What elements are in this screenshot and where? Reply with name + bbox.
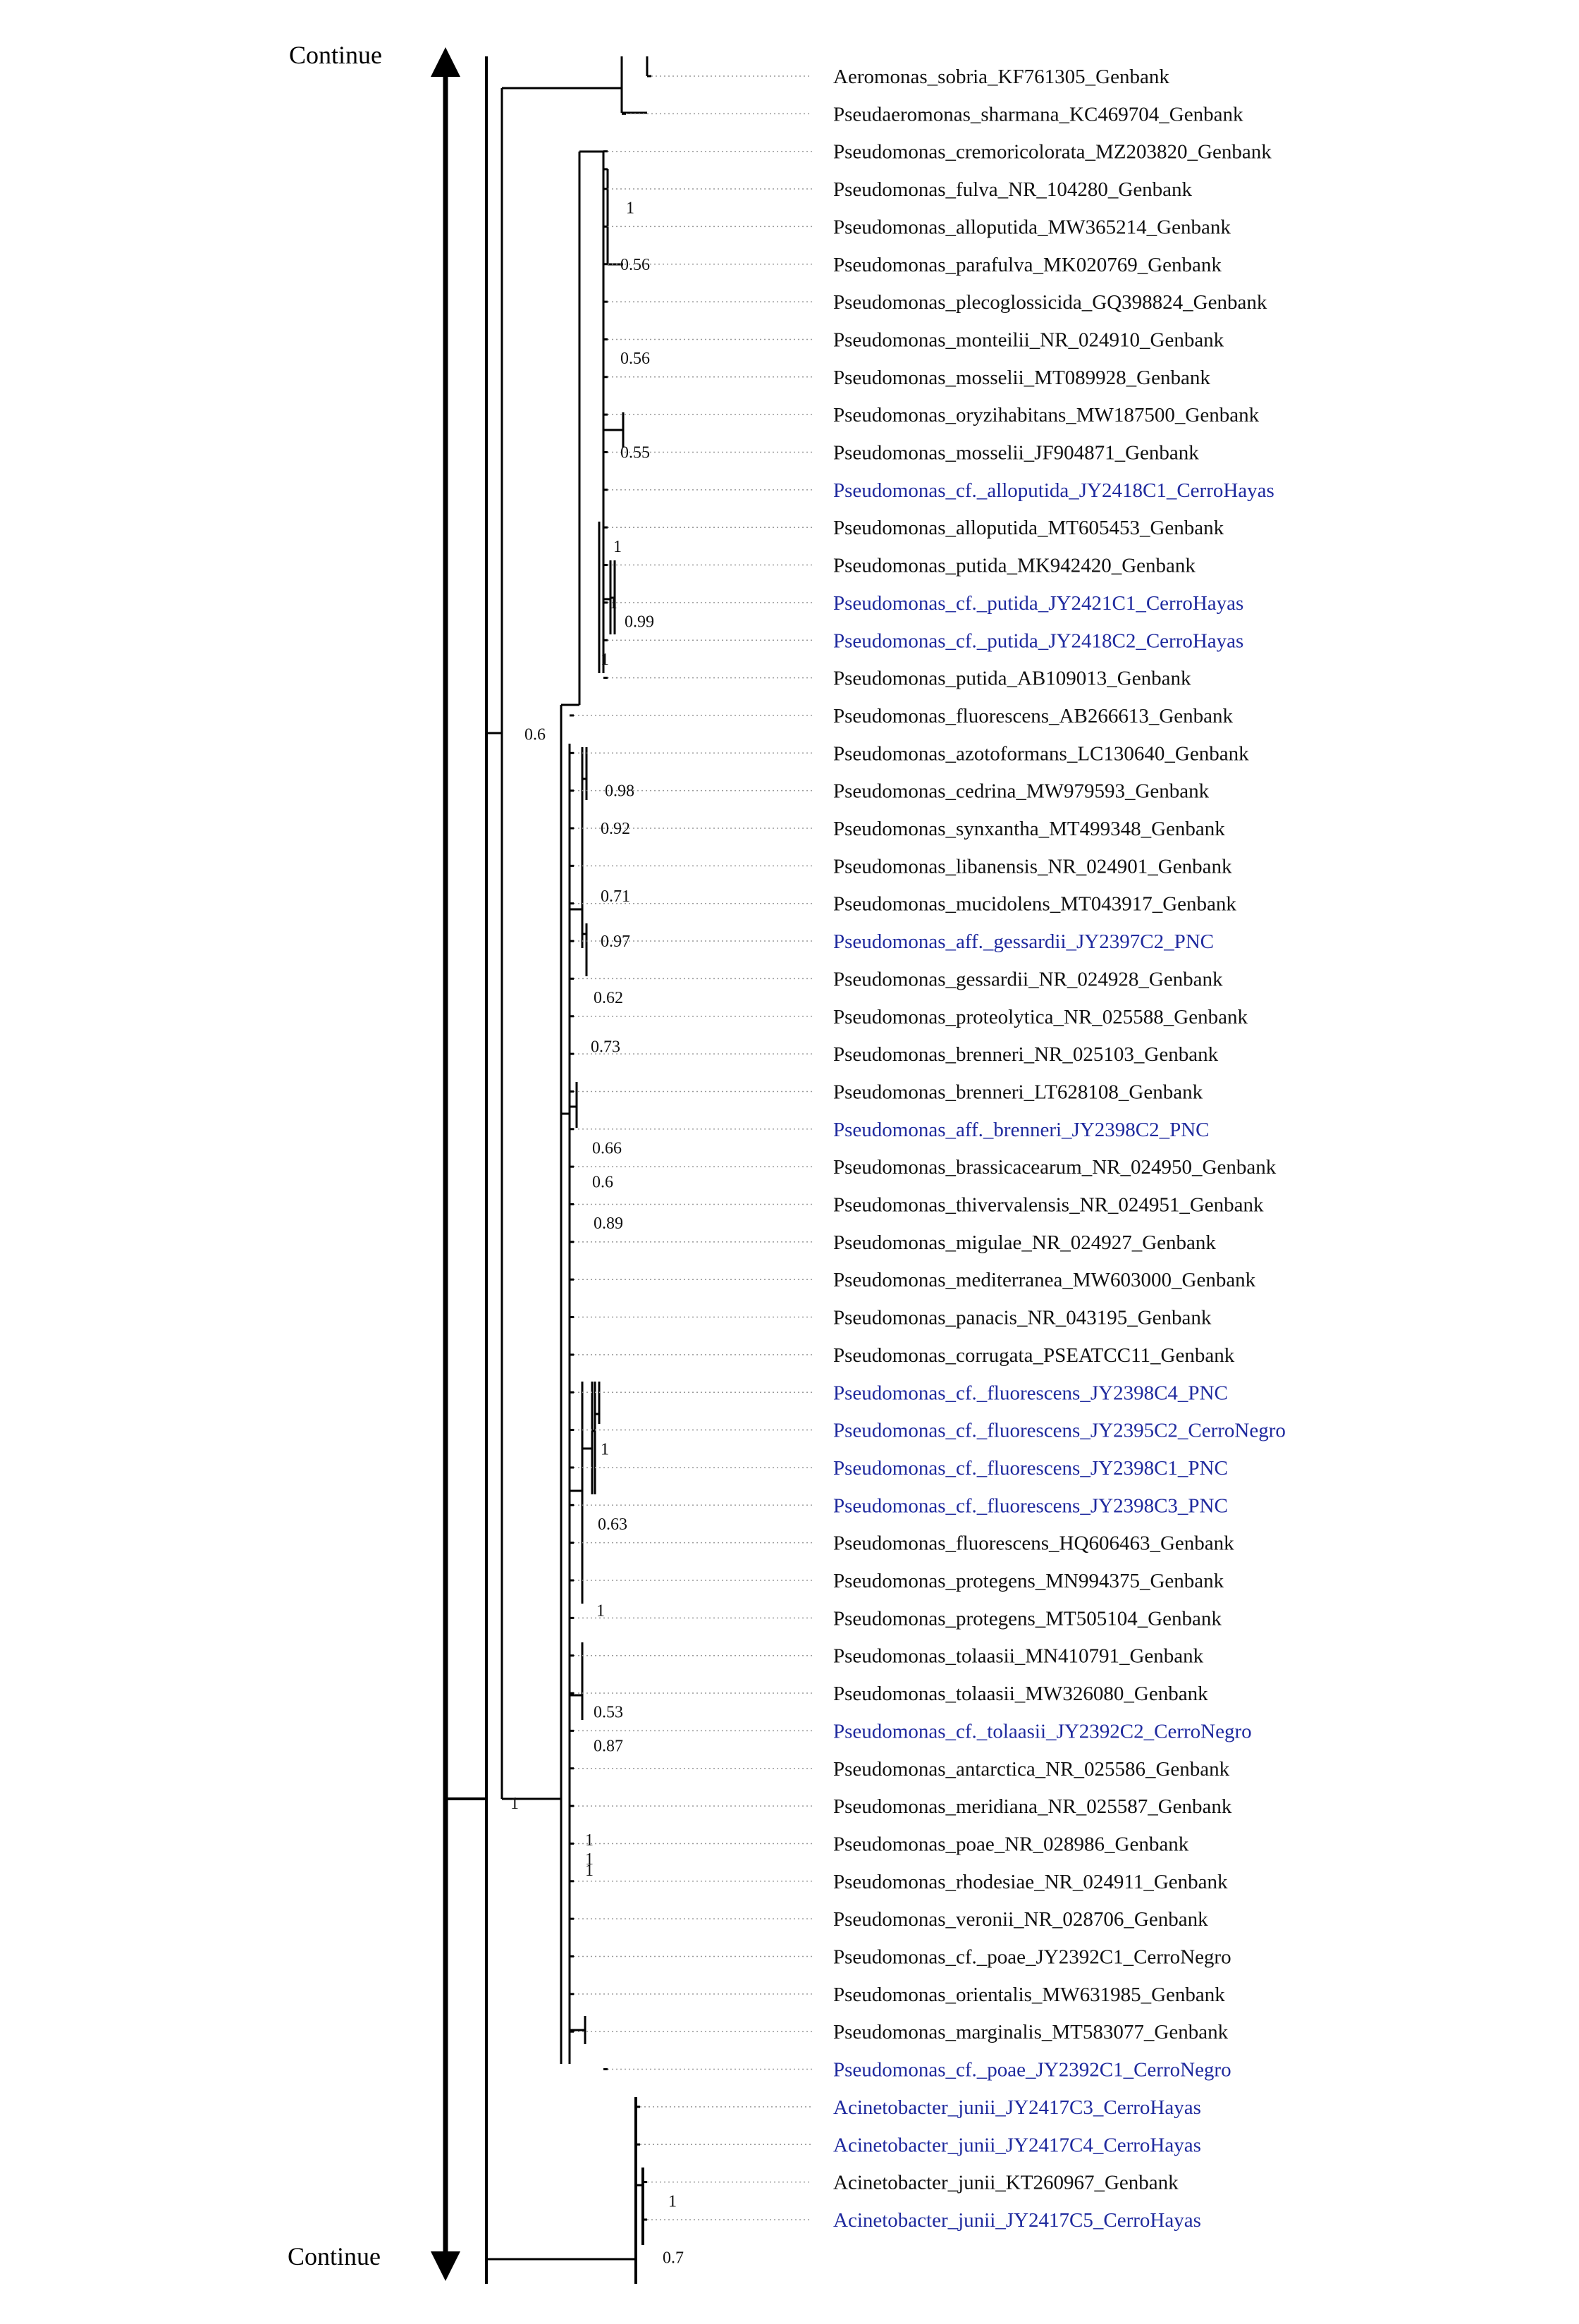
- isolate-leaf-label: Pseudomonas_cf._fluorescens_JY2398C1_PNC: [833, 1457, 1228, 1480]
- genbank-leaf-label: Pseudomonas_tolaasii_MW326080_Genbank: [833, 1683, 1208, 1705]
- support-value: 1: [613, 538, 622, 556]
- leaf-list: Aeromonas_sobria_KF761305_Genbank Pseudae…: [570, 66, 1286, 2232]
- isolate-leaf-label: Pseudomonas_cf._alloputida_JY2418C1_Cerr…: [833, 479, 1274, 502]
- genbank-leaf-label: Pseudomonas_alloputida_MW365214_Genbank: [833, 216, 1231, 238]
- genbank-leaf-label: Pseudomonas_cremoricolorata_MZ203820_Gen…: [833, 141, 1272, 164]
- genbank-leaf-label: Pseudomonas_protegens_MN994375_Genbank: [833, 1570, 1224, 1592]
- genbank-leaf-label: Pseudomonas_protegens_MT505104_Genbank: [833, 1607, 1222, 1630]
- support-value: 0.6: [592, 1173, 613, 1191]
- support-value: 0.7: [663, 2249, 684, 2267]
- genbank-leaf-label: Pseudomonas_putida_AB109013_Genbank: [833, 668, 1191, 690]
- support-value: 0.97: [601, 933, 630, 951]
- genbank-leaf-label: Pseudomonas_cedrina_MW979593_Genbank: [833, 780, 1210, 803]
- isolate-leaf-label: Acinetobacter_junii_JY2417C3_CerroHayas: [833, 2096, 1201, 2119]
- support-values: 10.560.560.55110.9910.60.980.920.710.970…: [524, 199, 684, 2268]
- isolate-leaf-label: Acinetobacter_junii_JY2417C5_CerroHayas: [833, 2209, 1201, 2232]
- support-value: 0.6: [524, 726, 546, 744]
- genbank-leaf-label: Pseudomonas_cf._poae_JY2392C1_CerroNegro: [833, 1946, 1231, 1969]
- genbank-leaf-label: Pseudomonas_mediterranea_MW603000_Genban…: [833, 1269, 1256, 1291]
- support-value: 0.92: [601, 820, 630, 838]
- genbank-leaf-label: Pseudomonas_antarctica_NR_025586_Genbank: [833, 1758, 1230, 1781]
- support-value: 1: [668, 2192, 677, 2211]
- genbank-leaf-label: Pseudomonas_orientalis_MW631985_Genbank: [833, 1984, 1225, 2006]
- genbank-leaf-label: Pseudomonas_mosselii_JF904871_Genbank: [833, 442, 1199, 465]
- genbank-leaf-label: Pseudomonas_oryzihabitans_MW187500_Genba…: [833, 404, 1260, 426]
- genbank-leaf-label: Pseudomonas_parafulva_MK020769_Genbank: [833, 254, 1222, 276]
- genbank-leaf-label: Acinetobacter_junii_KT260967_Genbank: [833, 2172, 1179, 2194]
- genbank-leaf-label: Pseudomonas_azotoformans_LC130640_Genban…: [833, 742, 1249, 765]
- support-value: 1: [585, 1862, 594, 1880]
- genbank-leaf-label: Pseudomonas_veronii_NR_028706_Genbank: [833, 1908, 1208, 1931]
- isolate-leaf-label: Pseudomonas_cf._putida_JY2421C1_CerroHay…: [833, 592, 1243, 615]
- genbank-leaf-label: Pseudomonas_alloputida_MT605453_Genbank: [833, 517, 1224, 539]
- isolate-leaf-label: Pseudomonas_aff._brenneri_JY2398C2_PNC: [833, 1119, 1210, 1141]
- genbank-leaf-label: Pseudomonas_tolaasii_MN410791_Genbank: [833, 1645, 1204, 1668]
- isolate-leaf-label: Pseudomonas_aff._gessardii_JY2397C2_PNC: [833, 930, 1214, 953]
- genbank-leaf-label: Pseudomonas_fulva_NR_104280_Genbank: [833, 178, 1193, 201]
- genbank-leaf-label: Pseudomonas_mosselii_MT089928_Genbank: [833, 367, 1210, 389]
- genbank-leaf-label: Pseudomonas_thivervalensis_NR_024951_Gen…: [833, 1194, 1264, 1217]
- genbank-leaf-label: Pseudomonas_putida_MK942420_Genbank: [833, 555, 1196, 577]
- isolate-leaf-label: Pseudomonas_cf._fluorescens_JY2395C2_Cer…: [833, 1420, 1286, 1442]
- isolate-leaf-label: Pseudomonas_cf._tolaasii_JY2392C2_CerroN…: [833, 1720, 1252, 1742]
- inner-clades: [561, 150, 625, 2064]
- support-value: 0.63: [598, 1515, 627, 1534]
- tree-backbone: [446, 56, 649, 2284]
- genbank-leaf-label: Pseudomonas_panacis_NR_043195_Genbank: [833, 1307, 1212, 1329]
- support-value: 1: [601, 1440, 609, 1458]
- support-value: 0.73: [591, 1038, 620, 1056]
- isolate-leaf-label: Pseudomonas_cf._putida_JY2418C2_CerroHay…: [833, 629, 1243, 652]
- support-label-root: 1: [510, 1795, 519, 1813]
- genbank-leaf-label: Pseudaeromonas_sharmana_KC469704_Genbank: [833, 103, 1243, 125]
- support-value: 0.56: [620, 350, 650, 368]
- genbank-leaf-label: Pseudomonas_brassicacearum_NR_024950_Gen…: [833, 1156, 1277, 1179]
- genbank-leaf-label: Pseudomonas_proteolytica_NR_025588_Genba…: [833, 1006, 1248, 1028]
- genbank-leaf-label: Pseudomonas_mucidolens_MT043917_Genbank: [833, 893, 1236, 916]
- support-value: 0.66: [592, 1139, 622, 1157]
- isolate-leaf-label: Pseudomonas_cf._poae_JY2392C1_CerroNegro: [833, 2059, 1231, 2082]
- continue-bottom-label: Continue: [288, 2242, 381, 2270]
- support-value: 0.62: [594, 989, 623, 1007]
- genbank-leaf-label: Pseudomonas_plecoglossicida_GQ398824_Gen…: [833, 291, 1267, 314]
- support-value: 1: [626, 199, 634, 218]
- genbank-leaf-label: Pseudomonas_rhodesiae_NR_024911_Genbank: [833, 1871, 1228, 1893]
- isolate-leaf-label: Pseudomonas_cf._fluorescens_JY2398C3_PNC: [833, 1494, 1228, 1517]
- genbank-leaf-label: Pseudomonas_brenneri_NR_025103_Genbank: [833, 1043, 1219, 1066]
- support-value: 0.71: [601, 887, 630, 906]
- genbank-leaf-label: Pseudomonas_monteilii_NR_024910_Genbank: [833, 328, 1224, 351]
- genbank-leaf-label: Pseudomonas_fluorescens_HQ606463_Genbank: [833, 1532, 1234, 1555]
- genbank-leaf-label: Aeromonas_sobria_KF761305_Genbank: [833, 66, 1169, 88]
- genbank-leaf-label: Pseudomonas_marginalis_MT583077_Genbank: [833, 2021, 1229, 2043]
- support-value: 0.87: [594, 1738, 623, 1756]
- genbank-leaf-label: Pseudomonas_gessardii_NR_024928_Genbank: [833, 968, 1223, 990]
- support-value: 1: [609, 594, 618, 613]
- genbank-leaf-label: Pseudomonas_synxantha_MT499348_Genbank: [833, 818, 1225, 840]
- support-value: 0.99: [625, 613, 654, 632]
- isolate-leaf-label: Acinetobacter_junii_JY2417C4_CerroHayas: [833, 2134, 1201, 2156]
- genbank-leaf-label: Pseudomonas_meridiana_NR_025587_Genbank: [833, 1795, 1232, 1818]
- support-value: 0.53: [594, 1704, 623, 1722]
- support-value: 0.55: [620, 444, 650, 462]
- support-value: 1: [585, 1850, 594, 1869]
- continue-top-label: Continue: [289, 41, 382, 69]
- genbank-leaf-label: Pseudomonas_poae_NR_028986_Genbank: [833, 1833, 1189, 1855]
- genbank-leaf-label: Pseudomonas_libanensis_NR_024901_Genbank: [833, 855, 1232, 878]
- support-value: 1: [601, 651, 609, 669]
- support-value: 1: [596, 1602, 605, 1621]
- genbank-leaf-label: Pseudomonas_migulae_NR_024927_Genbank: [833, 1231, 1216, 1254]
- support-value: 0.98: [605, 782, 634, 801]
- support-value: 0.56: [620, 256, 650, 274]
- genbank-leaf-label: Pseudomonas_brenneri_LT628108_Genbank: [833, 1081, 1203, 1103]
- support-value: 0.89: [594, 1215, 623, 1233]
- support-value: 1: [585, 1831, 594, 1850]
- genbank-leaf-label: Pseudomonas_fluorescens_AB266613_Genbank: [833, 705, 1234, 727]
- genbank-leaf-label: Pseudomonas_corrugata_PSEATCC11_Genbank: [833, 1344, 1235, 1367]
- isolate-leaf-label: Pseudomonas_cf._fluorescens_JY2398C4_PNC: [833, 1382, 1228, 1404]
